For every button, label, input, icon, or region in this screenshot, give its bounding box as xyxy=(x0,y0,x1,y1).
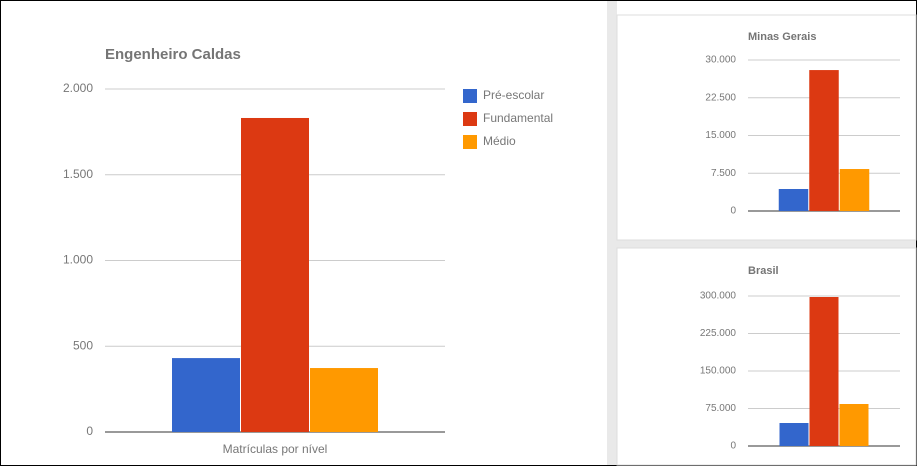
bar xyxy=(172,358,240,432)
bar xyxy=(778,189,809,211)
y-tick-label: 225.000 xyxy=(700,328,737,339)
y-tick-label: 22.500 xyxy=(705,92,736,103)
bar xyxy=(779,423,809,446)
y-tick-label: 1.500 xyxy=(63,167,93,181)
panel xyxy=(616,14,917,241)
legend-label: Fundamental xyxy=(483,111,553,125)
chart-title: Engenheiro Caldas xyxy=(105,46,241,63)
y-tick-label: 2.000 xyxy=(63,81,93,95)
bar xyxy=(241,117,309,433)
y-tick-label: 300.000 xyxy=(700,291,737,302)
x-tick-label: Matrículas por nível xyxy=(223,442,328,456)
bar xyxy=(310,368,378,432)
y-tick-label: 150.000 xyxy=(700,366,737,377)
y-tick-label: 0 xyxy=(730,441,736,452)
divider xyxy=(607,1,617,465)
y-tick-label: 1.000 xyxy=(63,253,93,267)
y-tick-label: 0 xyxy=(86,424,93,438)
y-tick-label: 7.500 xyxy=(711,168,736,179)
y-tick-label: 15.000 xyxy=(705,130,736,141)
y-tick-label: 75.000 xyxy=(705,403,736,414)
bar xyxy=(809,70,839,211)
panel xyxy=(616,247,917,466)
legend-label: Médio xyxy=(483,134,516,148)
divider xyxy=(617,240,916,248)
bar xyxy=(809,297,839,446)
legend-swatch xyxy=(463,89,477,103)
legend-swatch xyxy=(463,135,477,149)
legend-label: Pré-escolar xyxy=(483,88,544,102)
bar xyxy=(839,404,869,446)
chart-title: Brasil xyxy=(748,265,779,277)
y-tick-label: 0 xyxy=(730,206,736,217)
y-tick-label: 500 xyxy=(73,338,93,352)
legend-swatch xyxy=(463,112,477,126)
chart-title: Minas Gerais xyxy=(748,31,816,43)
y-tick-label: 30.000 xyxy=(705,55,736,66)
bar xyxy=(839,169,870,211)
